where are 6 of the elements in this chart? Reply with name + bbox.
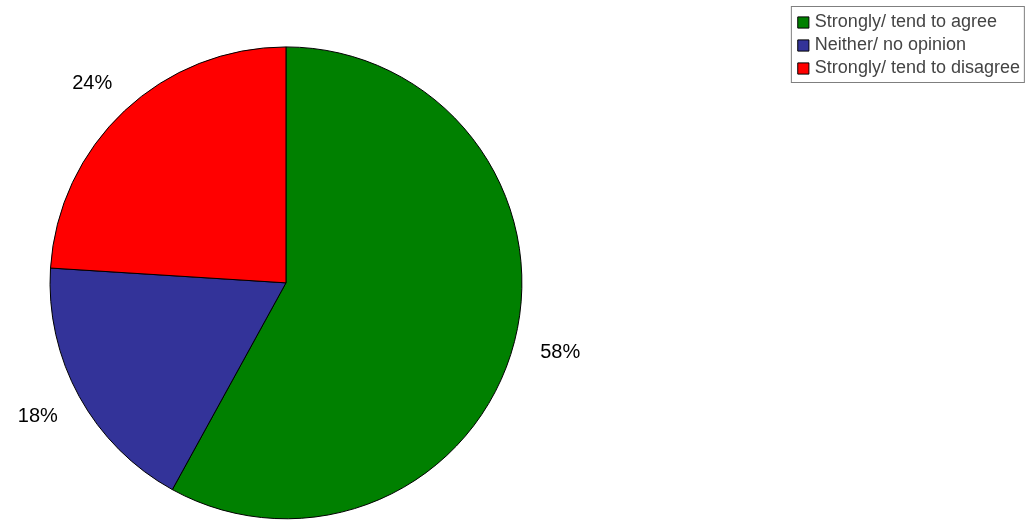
data-label: 24% (72, 71, 113, 94)
legend-label: Strongly/ tend to disagree (814, 57, 1020, 78)
legend-label: Strongly/ tend to agree (814, 11, 997, 32)
legend-label: Neither/ no opinion (814, 34, 966, 55)
data-label: 58% (540, 340, 581, 363)
data-label: 18% (17, 404, 59, 427)
